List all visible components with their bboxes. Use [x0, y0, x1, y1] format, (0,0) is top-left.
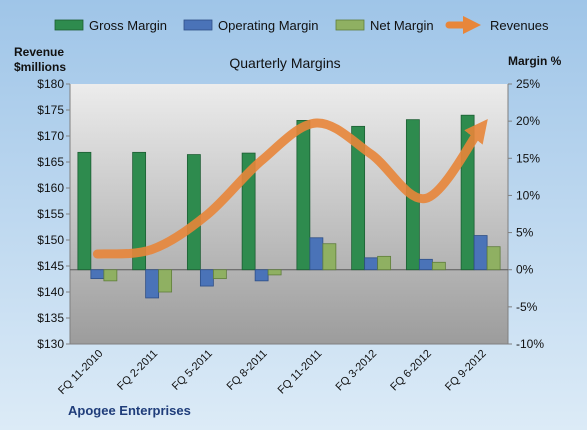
left-tick-label: $145 [37, 259, 64, 273]
left-tick-label: $160 [37, 181, 64, 195]
company-label: Apogee Enterprises [68, 403, 191, 418]
bar-operating-margin [364, 257, 379, 271]
bar-net-margin [158, 269, 173, 293]
bar-operating-margin [199, 269, 214, 287]
bar-operating-margin [473, 235, 488, 271]
bar-net-margin [267, 269, 282, 276]
bar-gross-margin [132, 151, 147, 271]
right-tick-label: 10% [516, 188, 540, 202]
bar-net-margin [322, 243, 337, 271]
left-tick-label: $150 [37, 233, 64, 247]
legend-label-revenues: Revenues [490, 18, 549, 33]
bar-net-margin [377, 255, 392, 271]
bar-operating-margin [90, 269, 105, 280]
left-axis-title-line1: Revenue [14, 45, 64, 59]
right-axis-ticks: -10% -5% 0% 5% 10% 15% 20% 25% [508, 77, 544, 351]
legend-label-operating-margin: Operating Margin [218, 18, 318, 33]
bar-net-margin [212, 269, 227, 280]
right-tick-label: 25% [516, 77, 540, 91]
right-tick-label: 15% [516, 151, 540, 165]
right-tick-label: -10% [516, 337, 544, 351]
left-tick-label: $170 [37, 129, 64, 143]
right-tick-label: -5% [516, 300, 538, 314]
bar-operating-margin [254, 269, 269, 282]
legend-label-net-margin: Net Margin [370, 18, 434, 33]
right-tick-label: 0% [516, 263, 534, 277]
revenue-layer [92, 118, 488, 259]
bar-operating-margin [418, 258, 433, 271]
bar-gross-margin [77, 151, 92, 271]
left-tick-label: $165 [37, 155, 64, 169]
bar-net-margin [103, 269, 118, 282]
bar-gross-margin [351, 125, 366, 271]
chart-title: Quarterly Margins [229, 55, 340, 71]
left-tick-label: $180 [37, 77, 64, 91]
bar-operating-margin [145, 269, 160, 299]
right-tick-label: 20% [516, 114, 540, 128]
bar-gross-margin [186, 154, 201, 271]
right-axis-title: Margin % [508, 54, 562, 68]
legend-swatch-net-margin [335, 19, 365, 31]
bar-net-margin [486, 246, 501, 271]
left-tick-label: $135 [37, 311, 64, 325]
left-axis-ticks: $130 $135 $140 $145 $150 $155 $160 $165 $170 $175… [37, 77, 70, 351]
left-tick-label: $155 [37, 207, 64, 221]
legend-swatch-operating-margin [183, 19, 213, 31]
legend-swatch-gross-margin [54, 19, 84, 31]
legend: Gross Margin Operating Margin Net Margin… [54, 15, 549, 35]
bar-operating-margin [309, 237, 324, 271]
bar-gross-margin [296, 120, 311, 271]
left-axis-title-line2: $millions [14, 60, 66, 74]
legend-label-gross-margin: Gross Margin [89, 18, 167, 33]
bar-net-margin [431, 261, 446, 271]
left-tick-label: $140 [37, 285, 64, 299]
revenues-line [92, 118, 488, 259]
left-tick-label: $130 [37, 337, 64, 351]
left-tick-label: $175 [37, 103, 64, 117]
right-tick-label: 5% [516, 226, 534, 240]
